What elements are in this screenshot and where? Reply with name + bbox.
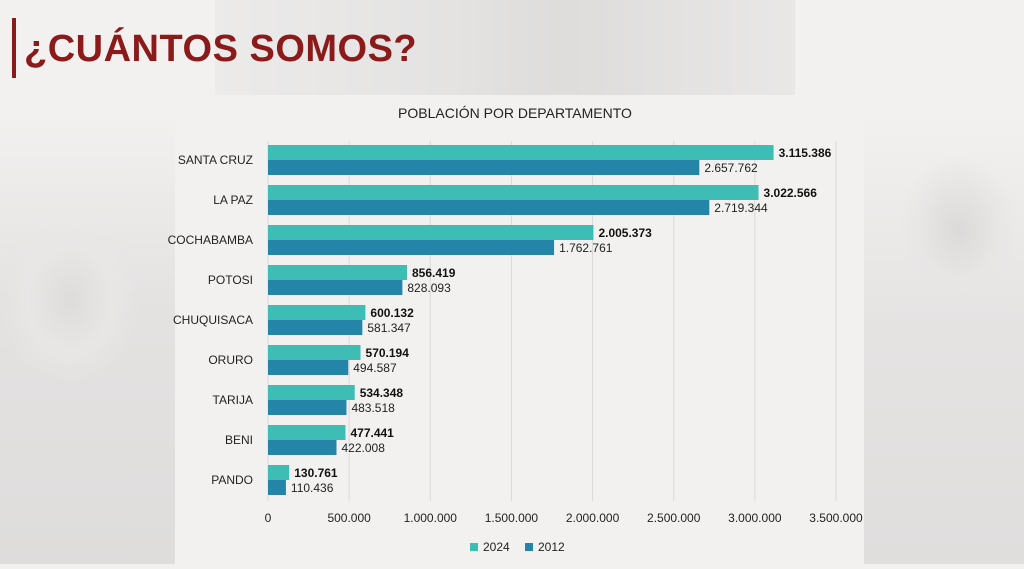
bar-2012 [268, 400, 347, 415]
bar-2024 [268, 265, 407, 280]
data-label-2024: 570.194 [366, 346, 410, 360]
bar-2024 [268, 305, 366, 320]
data-label-2012: 1.762.761 [559, 241, 613, 255]
category-label: PANDO [211, 473, 253, 487]
data-label-2024: 3.115.386 [779, 146, 832, 160]
data-label-2024: 600.132 [370, 306, 414, 320]
bar-2012 [268, 440, 337, 455]
legend-swatch-2024 [470, 543, 478, 551]
category-label: COCHABAMBA [168, 233, 253, 247]
data-label-2012: 2.719.344 [714, 201, 768, 215]
data-label-2012: 2.657.762 [704, 161, 758, 175]
x-tick-label: 500.000 [327, 511, 371, 525]
x-tick-label: 3.500.000 [809, 511, 863, 525]
page-title: ¿CUÁNTOS SOMOS? [24, 28, 418, 70]
data-label-2012: 581.347 [367, 321, 411, 335]
legend: 2024 2012 [470, 540, 565, 554]
category-label: BENI [225, 433, 253, 447]
data-label-2012: 494.587 [353, 361, 397, 375]
data-label-2024: 2.005.373 [598, 226, 652, 240]
data-label-2012: 828.093 [407, 281, 451, 295]
x-tick-labels: 0 500.000 1.000.000 1.500.000 2.000.000 2.500… [265, 511, 863, 525]
category-label: POTOSI [208, 273, 253, 287]
background-photo-left [0, 110, 175, 564]
legend-label-2012: 2012 [538, 540, 565, 554]
data-label-2024: 534.348 [360, 386, 404, 400]
category-labels: SANTA CRUZ LA PAZ COCHABAMBA POTOSI CHUQUISA… [168, 153, 253, 487]
data-label-2012: 422.008 [341, 441, 385, 455]
category-label: ORURO [208, 353, 253, 367]
bar-2024 [268, 185, 759, 200]
bar-2012 [268, 280, 403, 295]
category-label: CHUQUISACA [173, 313, 253, 327]
bar-2012 [268, 320, 363, 335]
x-tick-label: 3.000.000 [728, 511, 782, 525]
bar-2024 [268, 425, 346, 440]
x-tick-label: 1.000.000 [404, 511, 458, 525]
legend-label-2024: 2024 [483, 540, 510, 554]
data-label-2012: 483.518 [351, 401, 395, 415]
bar-2024 [268, 345, 361, 360]
data-label-2024: 477.441 [350, 426, 394, 440]
background-photo-right [864, 110, 1024, 564]
bar-2012 [268, 240, 555, 255]
data-label-2024: 856.419 [412, 266, 456, 280]
category-label: TARIJA [213, 393, 253, 407]
bar-2024 [268, 225, 594, 240]
bar-2012 [268, 480, 286, 495]
bar-2024 [268, 145, 774, 160]
category-label: LA PAZ [213, 193, 253, 207]
bar-2012 [268, 160, 700, 175]
bar-2012 [268, 360, 349, 375]
legend-swatch-2012 [525, 543, 533, 551]
x-tick-label: 2.000.000 [566, 511, 620, 525]
bar-2024 [268, 385, 355, 400]
x-tick-label: 2.500.000 [647, 511, 701, 525]
data-label-2024: 130.761 [294, 466, 338, 480]
bar-2024 [268, 465, 290, 480]
bar-2012 [268, 200, 710, 215]
title-accent-bar [12, 18, 16, 78]
x-tick-label: 0 [265, 511, 272, 525]
chart-title: POBLACIÓN POR DEPARTAMENTO [398, 105, 632, 121]
data-label-2012: 110.436 [291, 481, 334, 495]
data-label-2024: 3.022.566 [764, 186, 818, 200]
category-label: SANTA CRUZ [178, 153, 253, 167]
background-photo-top [215, 0, 795, 95]
x-tick-label: 1.500.000 [485, 511, 539, 525]
